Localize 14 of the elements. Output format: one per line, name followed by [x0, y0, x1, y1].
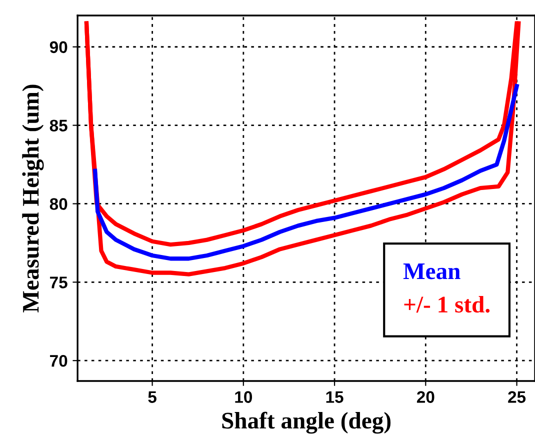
x-tick-label: 10 — [235, 391, 252, 403]
x-tick-label: 15 — [326, 391, 344, 403]
x-axis-title: Shaft angle (deg) — [222, 412, 391, 434]
x-tick-label: 5 — [148, 391, 156, 403]
text: Mean — [403, 264, 460, 280]
text: +/- 1 std. — [404, 296, 490, 313]
x-tick-label: 20 — [416, 391, 434, 403]
x-tick-label: 25 — [508, 391, 526, 403]
y-tick-label: 70 — [50, 354, 68, 367]
y-axis-title: Measured Height (um) — [22, 84, 44, 312]
y-tick-label: 90 — [50, 41, 68, 54]
y-tick-label: 80 — [50, 198, 68, 210]
y-tick-label: 85 — [50, 120, 68, 132]
y-tick-label: 75 — [50, 276, 68, 288]
